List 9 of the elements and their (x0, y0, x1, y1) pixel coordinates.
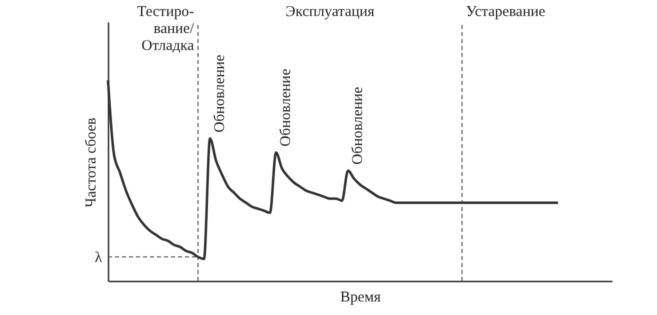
annotation: Обновление (212, 54, 228, 132)
ref-line-label: λ (94, 250, 103, 266)
annotation: Обновление (350, 86, 366, 165)
x-axis-title: Время (340, 290, 381, 306)
text: Эксплуатация (286, 4, 375, 20)
annotation: Обновление (278, 68, 294, 147)
text: Тестиро- вание/ Отладка (137, 4, 195, 54)
text: Устаревание (466, 4, 546, 20)
y-axis-title: Частота сбоев (84, 118, 100, 208)
